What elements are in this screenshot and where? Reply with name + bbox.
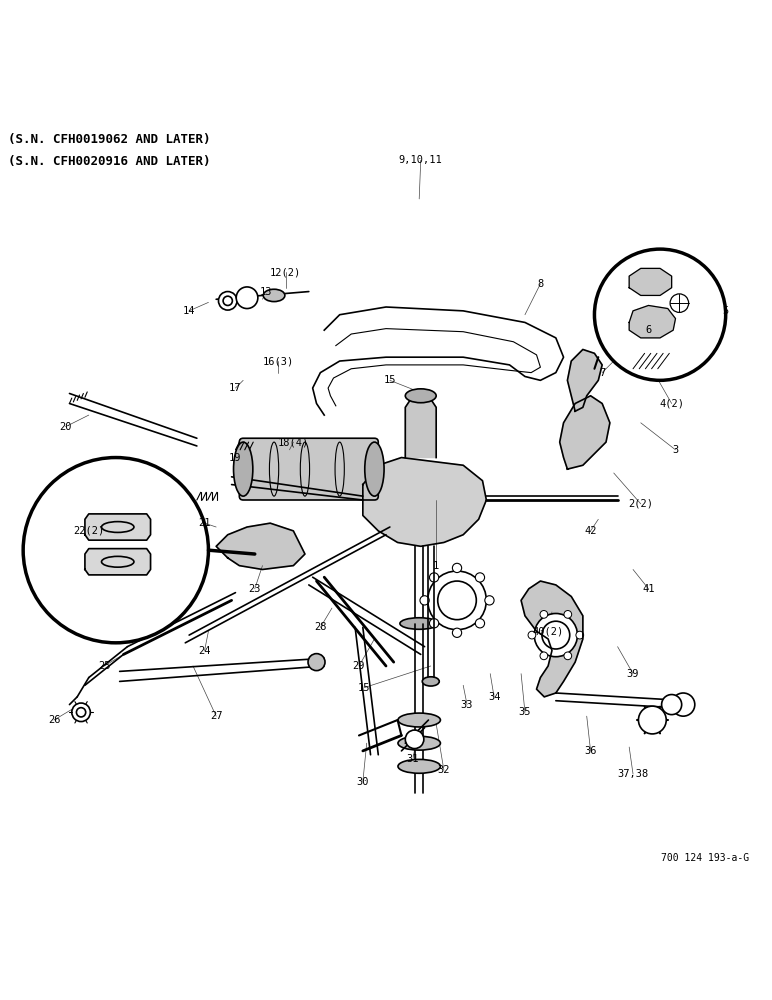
Text: 3: 3 — [672, 445, 679, 455]
Text: 35: 35 — [519, 707, 531, 717]
Ellipse shape — [233, 442, 253, 496]
Polygon shape — [85, 514, 151, 540]
Text: 5: 5 — [723, 306, 729, 316]
Circle shape — [542, 621, 570, 649]
Text: 13: 13 — [260, 287, 273, 297]
Text: 16(3): 16(3) — [262, 356, 293, 366]
Text: (S.N. CFH0019062 AND LATER): (S.N. CFH0019062 AND LATER) — [8, 133, 210, 146]
Circle shape — [23, 458, 208, 643]
Text: (S.N. CFH0020916 AND LATER): (S.N. CFH0020916 AND LATER) — [8, 155, 210, 168]
Circle shape — [534, 613, 577, 657]
Circle shape — [576, 631, 584, 639]
Circle shape — [594, 249, 726, 380]
Polygon shape — [405, 396, 436, 458]
Text: 27: 27 — [210, 711, 222, 721]
Circle shape — [540, 652, 547, 660]
Text: 4(2): 4(2) — [659, 398, 684, 408]
Text: 29: 29 — [353, 661, 365, 671]
Circle shape — [438, 581, 476, 620]
Text: 12(2): 12(2) — [270, 267, 301, 277]
Circle shape — [405, 730, 424, 749]
Circle shape — [540, 611, 547, 618]
Ellipse shape — [398, 713, 440, 727]
Text: 25: 25 — [98, 661, 110, 671]
Polygon shape — [85, 549, 151, 575]
Text: 36: 36 — [584, 746, 597, 756]
Text: 28: 28 — [314, 622, 327, 632]
Polygon shape — [363, 458, 486, 546]
Circle shape — [429, 573, 438, 582]
Text: 21: 21 — [198, 518, 211, 528]
Text: 9,10,11: 9,10,11 — [399, 155, 442, 165]
Circle shape — [76, 708, 86, 717]
Text: 17: 17 — [229, 383, 242, 393]
Circle shape — [476, 619, 485, 628]
Circle shape — [218, 292, 237, 310]
Circle shape — [452, 628, 462, 637]
Ellipse shape — [398, 759, 440, 773]
Ellipse shape — [263, 289, 285, 302]
Ellipse shape — [308, 654, 325, 671]
Circle shape — [420, 596, 429, 605]
Text: 2(2): 2(2) — [628, 499, 653, 509]
Circle shape — [662, 695, 682, 715]
Polygon shape — [629, 268, 672, 295]
Circle shape — [223, 296, 232, 305]
Text: 18(4): 18(4) — [278, 437, 309, 447]
Text: 37,38: 37,38 — [618, 769, 648, 779]
Text: 41: 41 — [642, 584, 655, 594]
Text: 34: 34 — [488, 692, 500, 702]
Polygon shape — [521, 581, 583, 697]
Text: 700 124 193-a-G: 700 124 193-a-G — [661, 853, 749, 863]
Text: 26: 26 — [48, 715, 60, 725]
Text: 14: 14 — [183, 306, 195, 316]
Text: 20: 20 — [59, 422, 72, 432]
Ellipse shape — [398, 736, 440, 750]
Circle shape — [528, 631, 536, 639]
Text: 40(2): 40(2) — [533, 626, 564, 636]
Circle shape — [672, 693, 695, 716]
Ellipse shape — [405, 389, 436, 403]
Ellipse shape — [400, 618, 438, 629]
Text: 23: 23 — [249, 584, 261, 594]
Text: 33: 33 — [461, 700, 473, 710]
Text: 15: 15 — [384, 375, 396, 385]
Circle shape — [670, 294, 689, 312]
Text: 8: 8 — [537, 279, 543, 289]
Circle shape — [429, 619, 438, 628]
Circle shape — [236, 287, 258, 309]
Text: 7: 7 — [599, 368, 605, 378]
Circle shape — [428, 571, 486, 630]
Circle shape — [638, 706, 666, 734]
Text: 39: 39 — [627, 669, 639, 679]
Circle shape — [72, 703, 90, 722]
Text: 22(2): 22(2) — [73, 526, 104, 536]
Circle shape — [452, 563, 462, 573]
Text: 24: 24 — [198, 646, 211, 656]
Ellipse shape — [364, 442, 384, 496]
Ellipse shape — [422, 677, 439, 686]
Polygon shape — [216, 523, 305, 569]
Polygon shape — [629, 305, 676, 338]
Circle shape — [564, 611, 571, 618]
Polygon shape — [567, 349, 602, 411]
Text: 32: 32 — [438, 765, 450, 775]
FancyBboxPatch shape — [239, 438, 378, 500]
Circle shape — [485, 596, 494, 605]
Polygon shape — [560, 396, 610, 469]
Text: 30: 30 — [357, 777, 369, 787]
Text: 6: 6 — [645, 325, 652, 335]
Text: 19: 19 — [229, 453, 242, 463]
Text: 31: 31 — [407, 754, 419, 764]
Text: 15: 15 — [358, 683, 371, 693]
Circle shape — [564, 652, 571, 660]
Circle shape — [476, 573, 485, 582]
Text: 1: 1 — [433, 561, 439, 571]
Text: 42: 42 — [584, 526, 597, 536]
